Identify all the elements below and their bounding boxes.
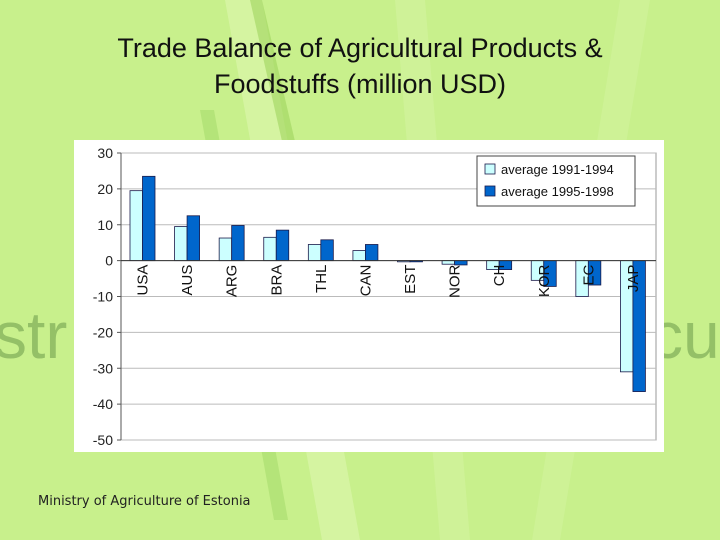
x-tick-label: JAP — [625, 265, 642, 293]
y-tick-label: -30 — [93, 360, 113, 376]
bar — [186, 215, 200, 262]
watermark-left: str — [0, 298, 67, 372]
bar — [263, 236, 277, 262]
legend-swatch — [484, 163, 496, 175]
y-tick-label: -20 — [93, 324, 113, 340]
bar — [174, 226, 188, 262]
bar — [231, 225, 245, 262]
y-tick-label: -40 — [93, 396, 113, 412]
bar — [454, 260, 468, 266]
x-tick-label: AUS — [179, 265, 196, 296]
bar — [365, 244, 379, 262]
x-tick-label: USA — [135, 265, 152, 296]
bar — [142, 175, 156, 262]
x-tick-label: BRA — [268, 265, 285, 296]
x-tick-label: EC — [580, 264, 597, 285]
y-tick-label: 20 — [97, 181, 113, 197]
slide-title: Trade Balance of Agricultural Products &… — [0, 30, 720, 102]
bar — [129, 190, 143, 262]
chart-area: 30 20 10 0 -10 -20 -30 -40 -50 USA AUS ARG BRA THL CAN… — [74, 140, 664, 452]
y-tick-label: 10 — [97, 217, 113, 233]
y-tick-label: -50 — [93, 432, 113, 448]
bar — [352, 250, 366, 262]
x-tick-label: THL — [313, 265, 330, 293]
x-tick-label: KOR — [536, 264, 553, 297]
footer-text: Ministry of Agriculture of Estonia — [38, 494, 251, 509]
x-tick-label: EST — [402, 265, 419, 294]
legend-label: average 1991-1994 — [501, 162, 614, 177]
bar — [441, 260, 455, 265]
legend-swatch — [484, 185, 496, 197]
bar — [275, 229, 290, 262]
bar — [218, 237, 233, 262]
x-tick-label: NOR — [447, 264, 464, 298]
slide-title-line-2: Foodstuffs (million USD) — [213, 69, 507, 99]
legend-label: average 1995-1998 — [501, 184, 614, 199]
x-tick-label: ARG — [224, 265, 241, 298]
y-tick-label: 0 — [105, 253, 113, 269]
bar — [320, 239, 334, 262]
y-tick-label: -10 — [93, 289, 113, 305]
y-tick-label: 30 — [97, 145, 113, 161]
bar-chart: 30 20 10 0 -10 -20 -30 -40 -50 USA AUS ARG BRA THL CAN… — [93, 145, 657, 448]
slide-title-line-1: Trade Balance of Agricultural Products & — [117, 33, 603, 63]
x-tick-label: CAN — [357, 265, 374, 297]
x-tick-label: CH — [491, 265, 508, 287]
legend-box — [476, 155, 636, 207]
bar — [307, 244, 322, 262]
